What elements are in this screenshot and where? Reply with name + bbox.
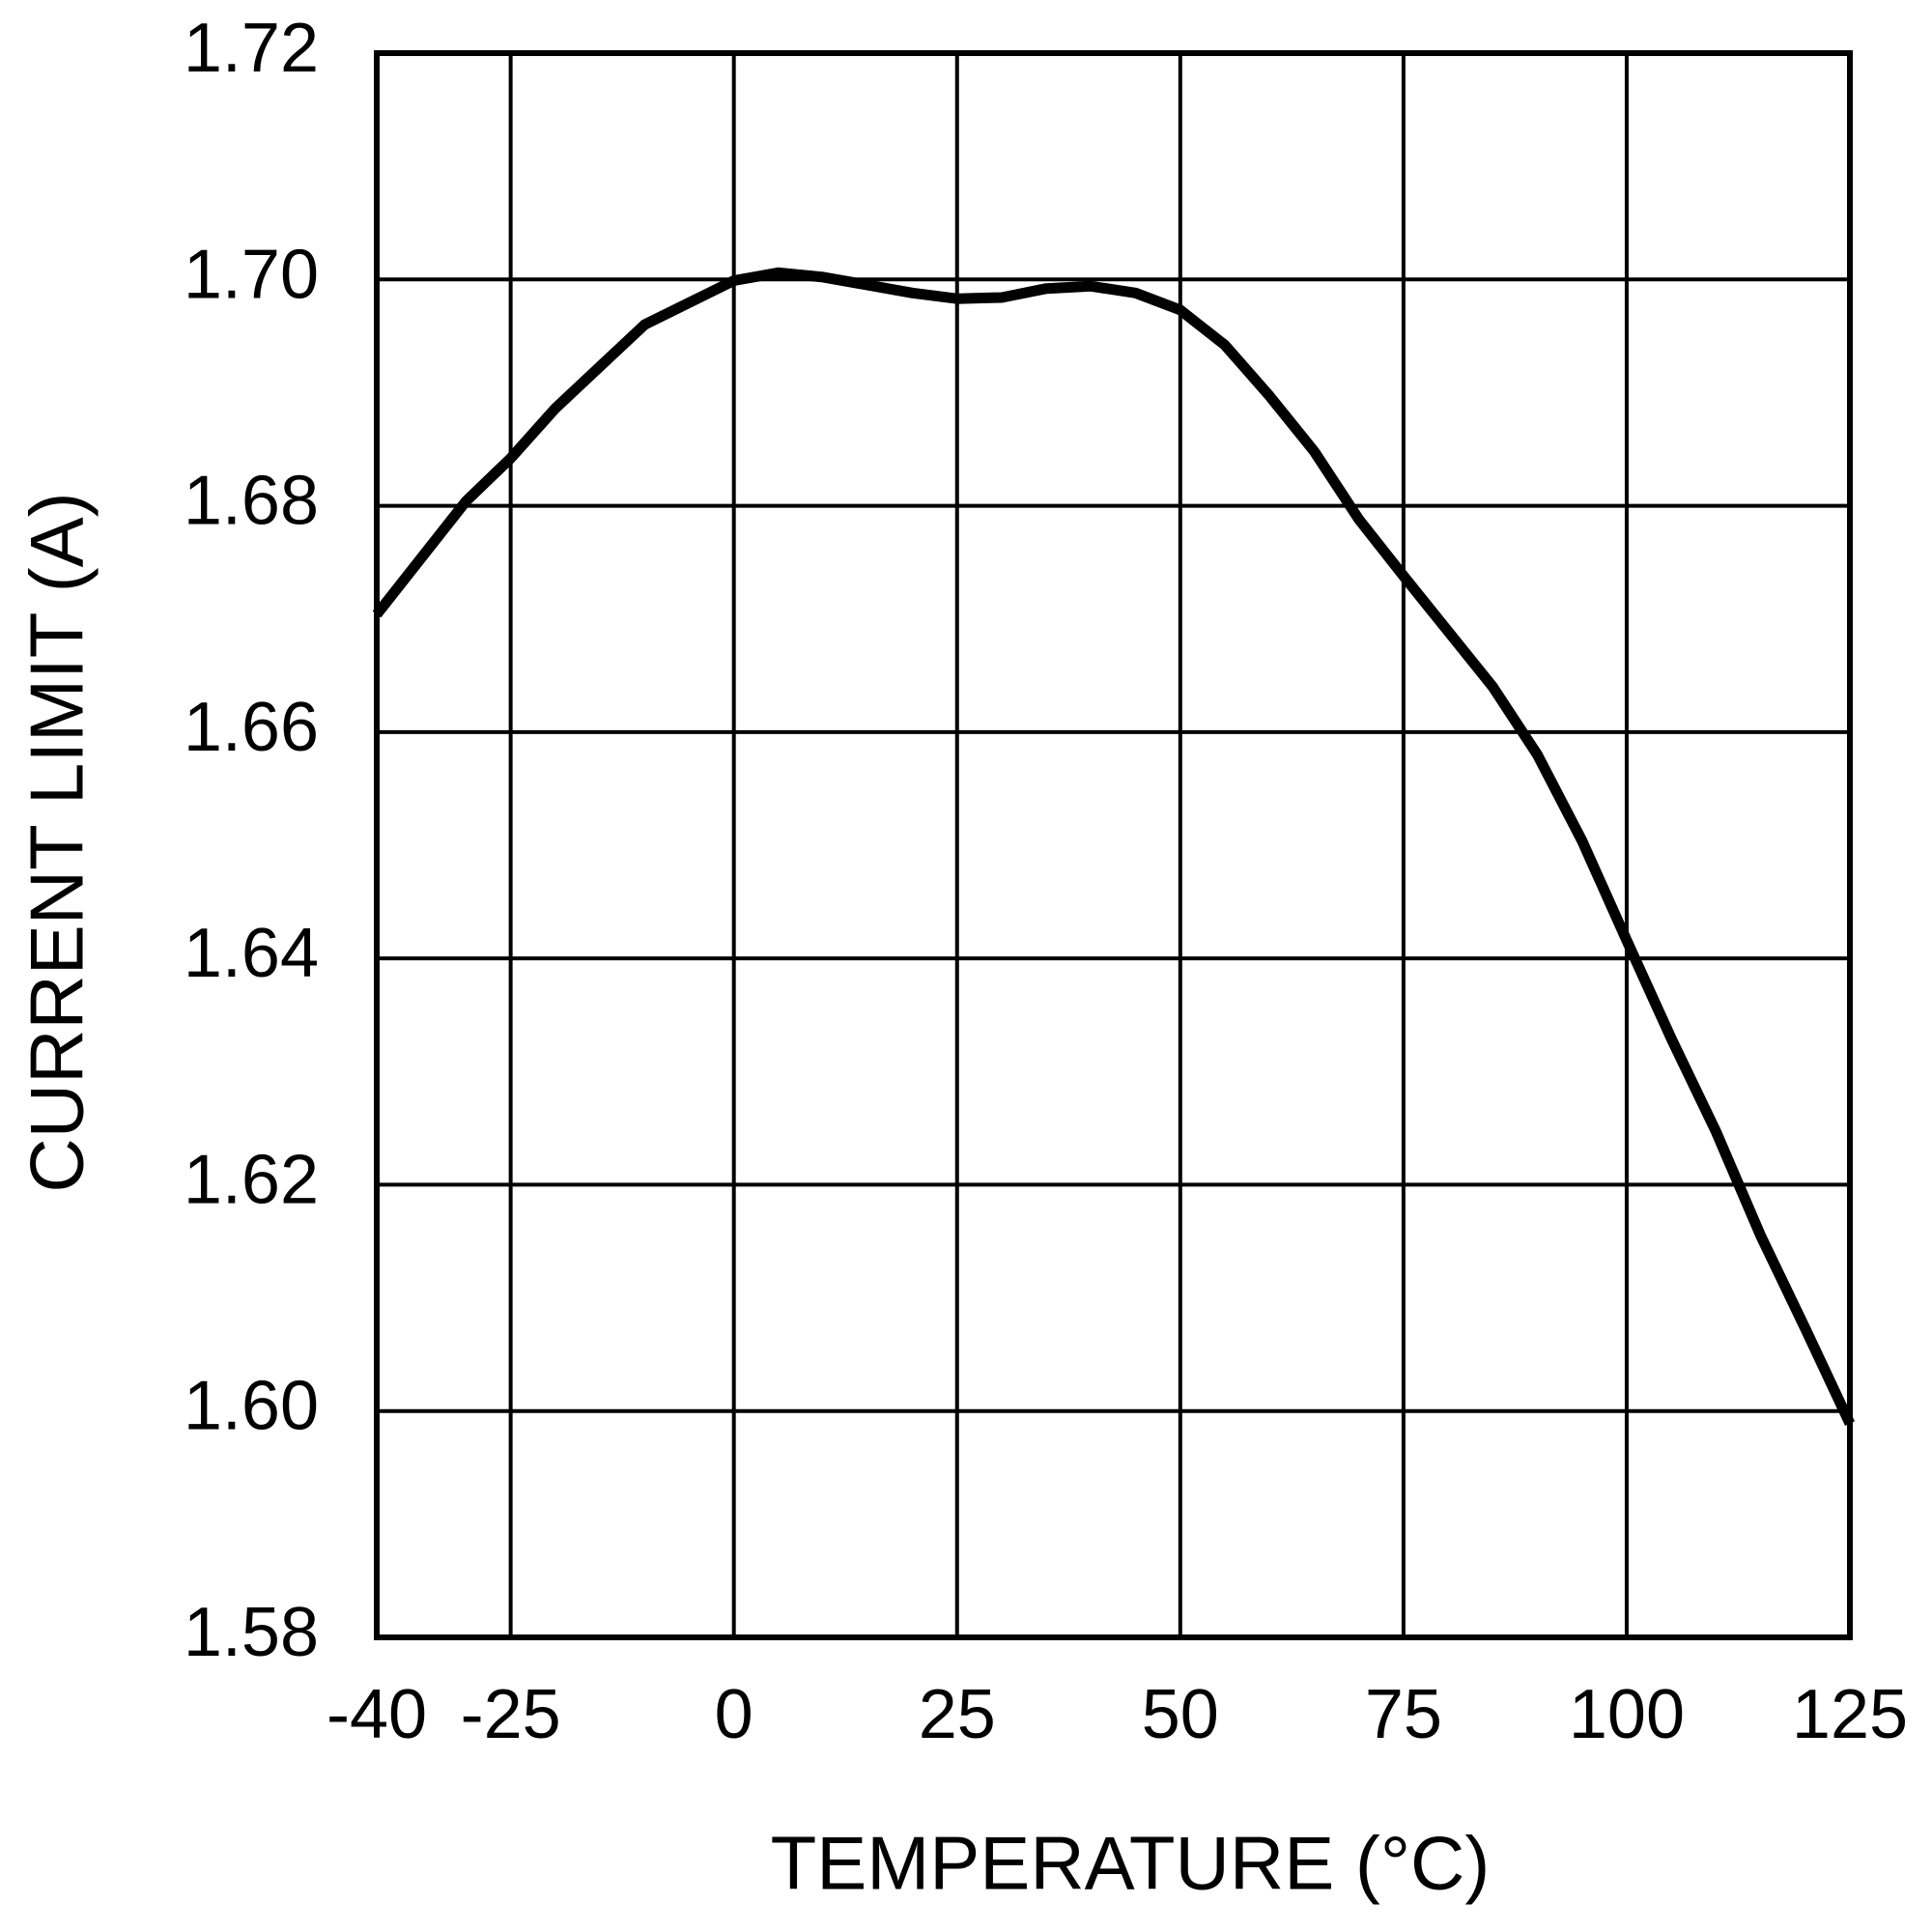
x-tick-label: 0 xyxy=(715,1676,753,1753)
y-tick-label: 1.68 xyxy=(184,463,319,540)
plot-frame xyxy=(374,50,1853,1640)
x-tick-label: 100 xyxy=(1569,1676,1685,1753)
x-tick-label: 50 xyxy=(1142,1676,1219,1753)
x-tick-label: 25 xyxy=(919,1676,996,1753)
x-tick-label: -40 xyxy=(327,1676,427,1753)
x-tick-label: 125 xyxy=(1792,1676,1908,1753)
data-line xyxy=(372,267,1855,1426)
y-tick-label: 1.60 xyxy=(184,1368,319,1445)
y-tick-label: 1.62 xyxy=(184,1141,319,1218)
y-tick-label: 1.58 xyxy=(184,1594,319,1671)
x-tick-label: -25 xyxy=(461,1676,561,1753)
y-tick-label: 1.64 xyxy=(184,915,319,992)
y-tick-label: 1.66 xyxy=(184,689,319,766)
y-tick-label: 1.70 xyxy=(184,236,319,313)
y-axis-label: CURRENT LIMIT (A) xyxy=(14,492,99,1192)
y-tick-label: 1.72 xyxy=(184,10,319,87)
x-axis-label: TEMPERATURE (°C) xyxy=(771,1821,1491,1906)
x-tick-label: 75 xyxy=(1365,1676,1442,1753)
